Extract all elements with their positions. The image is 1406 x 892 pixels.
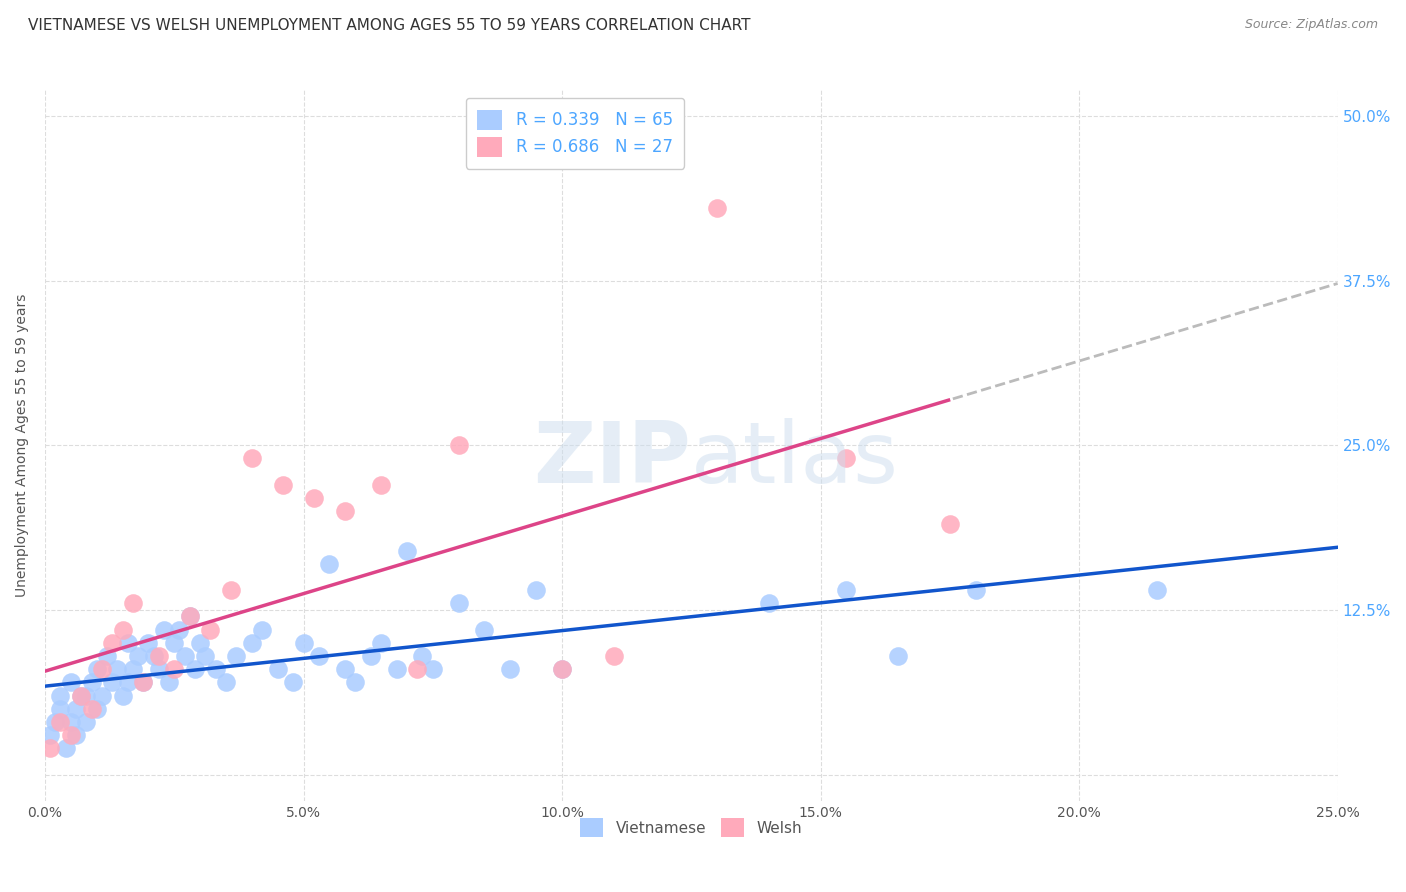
Point (188, 636, 211, 650)
Point (127, 648, 149, 663)
Point (70, 689, 93, 703)
Point (370, 636, 392, 650)
Point (225, 648, 247, 663)
Point (70, 689, 93, 703)
Point (266, 662, 288, 676)
Point (153, 623, 176, 637)
Point (163, 636, 186, 650)
Point (39, 741, 62, 756)
Point (219, 583, 242, 598)
Point (603, 648, 626, 663)
Point (86, 662, 108, 676)
Point (292, 636, 315, 650)
Point (835, 583, 858, 598)
Point (939, 517, 962, 532)
Point (204, 662, 226, 676)
Point (75, 714, 97, 729)
Point (122, 662, 145, 676)
Point (111, 623, 134, 637)
Point (385, 662, 408, 676)
Point (49, 701, 72, 715)
Point (302, 491, 325, 505)
Point (474, 623, 496, 637)
Point (80, 675, 103, 690)
Point (215, 675, 238, 690)
Point (138, 636, 160, 650)
Point (1146, 583, 1168, 598)
Point (333, 662, 356, 676)
Point (163, 662, 186, 676)
Point (157, 675, 180, 690)
Point (524, 583, 547, 598)
Point (447, 438, 470, 452)
Point (406, 662, 429, 676)
Point (965, 583, 987, 598)
Point (370, 477, 392, 491)
Point (551, 662, 574, 676)
Point (283, 675, 305, 690)
Point (194, 648, 217, 663)
Point (422, 662, 444, 676)
Point (39, 728, 62, 742)
Point (333, 504, 356, 518)
Point (80, 701, 103, 715)
Point (55, 741, 77, 756)
Point (59, 675, 82, 690)
Point (117, 636, 139, 650)
Point (148, 648, 170, 663)
Point (411, 648, 433, 663)
Point (96, 648, 118, 663)
Point (148, 662, 170, 676)
Point (887, 648, 910, 663)
Point (318, 557, 340, 571)
Point (132, 675, 155, 690)
Text: Source: ZipAtlas.com: Source: ZipAtlas.com (1244, 18, 1378, 31)
Point (90, 689, 112, 703)
Point (122, 596, 145, 610)
Point (360, 648, 382, 663)
Point (835, 451, 858, 466)
Point (447, 596, 470, 610)
Point (59, 714, 82, 729)
Point (65, 701, 87, 715)
Point (49, 714, 72, 729)
Point (706, 201, 728, 215)
Point (240, 636, 263, 650)
Text: ZIP: ZIP (533, 418, 692, 501)
Point (142, 648, 165, 663)
Point (200, 623, 222, 637)
Point (395, 543, 418, 558)
Point (75, 689, 97, 703)
Text: atlas: atlas (692, 418, 900, 501)
Point (240, 451, 263, 466)
Point (105, 662, 128, 676)
Text: VIETNAMESE VS WELSH UNEMPLOYMENT AMONG AGES 55 TO 59 YEARS CORRELATION CHART: VIETNAMESE VS WELSH UNEMPLOYMENT AMONG A… (28, 18, 751, 33)
Point (179, 609, 201, 624)
Legend: Vietnamese, Welsh: Vietnamese, Welsh (574, 813, 808, 843)
Point (250, 623, 273, 637)
Point (499, 662, 522, 676)
Y-axis label: Unemployment Among Ages 55 to 59 years: Unemployment Among Ages 55 to 59 years (15, 293, 30, 597)
Point (101, 675, 124, 690)
Point (101, 636, 124, 650)
Point (179, 609, 201, 624)
Point (758, 596, 780, 610)
Point (44, 714, 66, 729)
Point (308, 648, 330, 663)
Point (173, 648, 195, 663)
Point (86, 701, 108, 715)
Point (117, 675, 139, 690)
Point (169, 623, 191, 637)
Point (111, 689, 134, 703)
Point (271, 477, 294, 491)
Point (65, 728, 87, 742)
Point (132, 675, 155, 690)
Point (49, 689, 72, 703)
Point (90, 662, 112, 676)
Point (551, 662, 574, 676)
Point (184, 662, 207, 676)
Point (344, 675, 367, 690)
Point (59, 728, 82, 742)
